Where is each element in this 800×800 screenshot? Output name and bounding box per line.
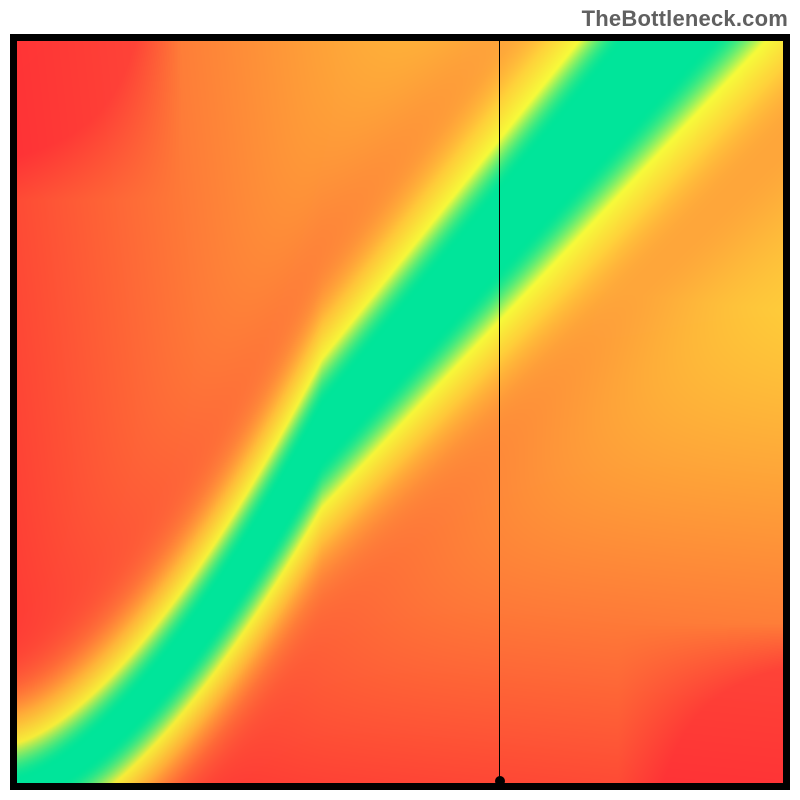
heatmap-canvas	[10, 34, 790, 790]
chart-container: { "watermark": { "text": "TheBottleneck.…	[0, 0, 800, 800]
watermark-text: TheBottleneck.com	[582, 6, 788, 32]
heatmap-canvas-stack	[10, 34, 790, 790]
heatmap-plot-area	[10, 34, 790, 790]
